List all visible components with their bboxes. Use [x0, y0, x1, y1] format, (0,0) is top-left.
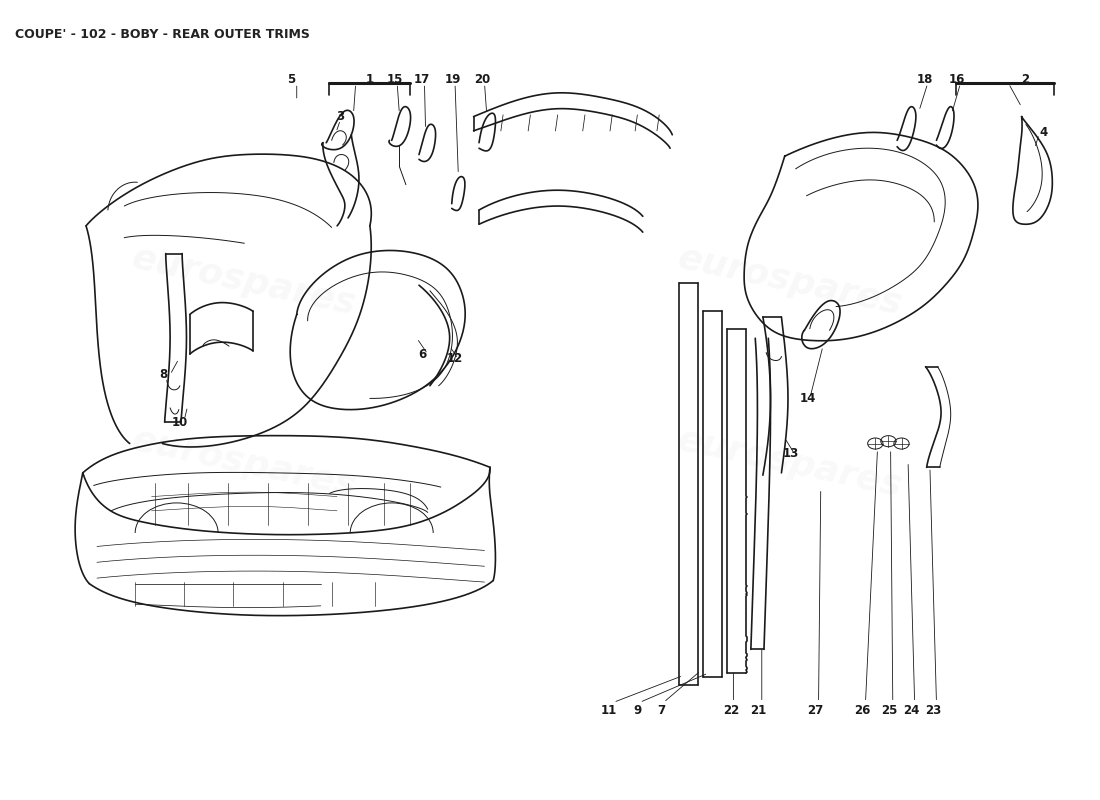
Text: 23: 23 — [925, 704, 942, 717]
Text: 22: 22 — [723, 704, 739, 717]
Text: 6: 6 — [418, 347, 427, 361]
Text: 2: 2 — [1021, 73, 1028, 86]
Text: 26: 26 — [854, 704, 870, 717]
Text: 20: 20 — [474, 73, 491, 86]
Text: eurospares: eurospares — [129, 423, 360, 504]
Text: 9: 9 — [634, 704, 641, 717]
Text: 3: 3 — [337, 110, 344, 123]
Text: 19: 19 — [444, 73, 461, 86]
Text: 18: 18 — [916, 73, 933, 86]
Text: COUPE' - 102 - BOBY - REAR OUTER TRIMS: COUPE' - 102 - BOBY - REAR OUTER TRIMS — [15, 28, 310, 41]
Text: 1: 1 — [366, 73, 374, 86]
Text: 11: 11 — [601, 704, 617, 717]
Text: 13: 13 — [783, 447, 800, 460]
Text: 10: 10 — [172, 416, 188, 429]
Text: eurospares: eurospares — [674, 423, 905, 504]
Text: 16: 16 — [949, 73, 966, 86]
Text: 21: 21 — [750, 704, 767, 717]
Text: 25: 25 — [881, 704, 898, 717]
Text: 12: 12 — [447, 352, 463, 366]
Text: 15: 15 — [387, 73, 404, 86]
Text: 8: 8 — [160, 368, 167, 381]
Text: 24: 24 — [903, 704, 920, 717]
Text: 5: 5 — [287, 73, 296, 86]
Text: 27: 27 — [807, 704, 824, 717]
Text: eurospares: eurospares — [674, 241, 905, 322]
Text: 14: 14 — [800, 392, 816, 405]
Text: 17: 17 — [414, 73, 430, 86]
Text: 7: 7 — [658, 704, 666, 717]
Text: 4: 4 — [1040, 126, 1047, 139]
Text: eurospares: eurospares — [129, 241, 360, 322]
